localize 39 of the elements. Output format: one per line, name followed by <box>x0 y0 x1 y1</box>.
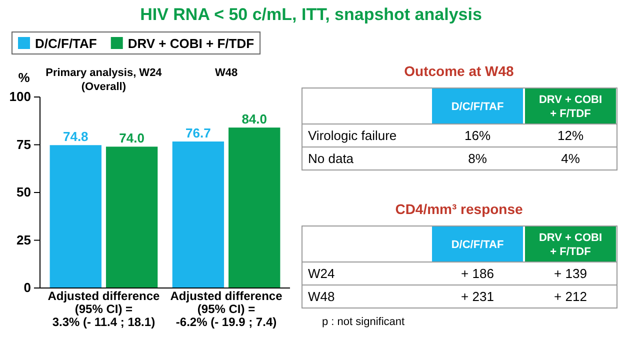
x-tick-label: Primary analysis, W24 (Overall) <box>46 67 163 93</box>
bar <box>50 145 102 288</box>
y-tick-label: 50 <box>16 184 31 200</box>
text: Adjusted difference (95% CI) = -6.2% (- 19.9 ; 7.4) <box>170 289 283 329</box>
y-tick-label: 25 <box>16 232 31 248</box>
text: + 139 <box>554 266 587 281</box>
chart-title: HIV RNA < 50 c/mL, ITT, snapshot analysis <box>140 5 482 24</box>
text: Outcome at W48 <box>404 63 514 79</box>
data-label: 84.0 <box>242 112 268 127</box>
y-tick-label: 0 <box>24 280 31 296</box>
data-label: 74.8 <box>62 129 88 144</box>
bar <box>228 128 280 288</box>
data-label: 76.7 <box>186 126 211 141</box>
bar <box>172 142 224 288</box>
category-label: DRV + COBI + F/TDF <box>538 232 602 258</box>
y-axis-title: % <box>18 70 30 85</box>
text: + 231 <box>461 289 494 304</box>
y-tick-label: 75 <box>16 136 31 152</box>
category-label: D/C/F/TAF <box>451 101 504 113</box>
bar <box>106 146 158 288</box>
text: 12% <box>557 128 584 143</box>
text: p : not significant <box>322 316 405 328</box>
category-label: DRV + COBI + F/TDF <box>538 94 602 120</box>
text: + 212 <box>554 289 587 304</box>
y-tick-label: 100 <box>9 89 31 104</box>
category-label: W24 <box>308 266 335 281</box>
text: 8% <box>468 151 487 166</box>
category-label: D/C/F/TAF <box>451 239 504 251</box>
category-label: No data <box>308 151 354 166</box>
text: CD4/mm³ response <box>395 201 524 217</box>
text: + 186 <box>461 266 494 281</box>
category-label: W48 <box>308 289 335 304</box>
text: Adjusted difference (95% CI) = 3.3% (- 11.4 ; 18.1) <box>48 289 160 329</box>
category-label: Virologic failure <box>308 128 397 143</box>
text: 4% <box>561 151 580 166</box>
legend-label: D/C/F/TAF <box>35 36 97 51</box>
legend-label: DRV + COBI + F/TDF <box>128 36 254 51</box>
data-label: 74.0 <box>119 130 144 146</box>
text: 16% <box>464 128 491 143</box>
